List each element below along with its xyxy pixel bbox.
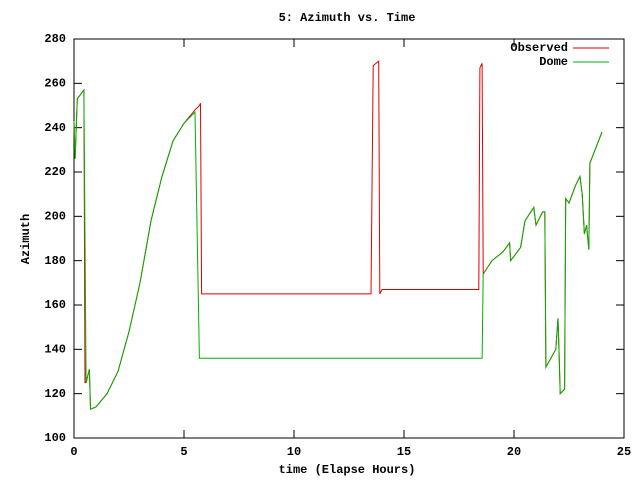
y-tick-label: 280: [44, 32, 66, 46]
y-tick-label: 160: [44, 298, 66, 312]
x-tick-label: 15: [397, 445, 411, 459]
y-tick-label: 240: [44, 121, 66, 135]
y-tick-label: 200: [44, 210, 66, 224]
y-tick-label: 100: [44, 431, 66, 445]
plot-border: [73, 38, 625, 439]
x-tick-label: 10: [287, 445, 301, 459]
y-tick-label: 220: [44, 165, 66, 179]
x-tick-label: 25: [617, 445, 631, 459]
chart-title: 5: Azimuth vs. Time: [279, 11, 416, 25]
x-tick-label: 20: [507, 445, 521, 459]
x-tick-label: 0: [70, 445, 77, 459]
series-line: [73, 88, 603, 410]
y-axis-label: Azimuth: [19, 214, 33, 264]
y-tick-label: 260: [44, 77, 66, 91]
y-tick-label: 180: [44, 254, 66, 268]
y-tick-label: 120: [44, 387, 66, 401]
legend-label: Observed: [510, 41, 568, 55]
y-tick-label: 140: [44, 343, 66, 357]
x-axis-label: time (Elapse Hours): [279, 463, 416, 477]
legend-label: Dome: [539, 55, 568, 69]
x-tick-label: 5: [180, 445, 187, 459]
